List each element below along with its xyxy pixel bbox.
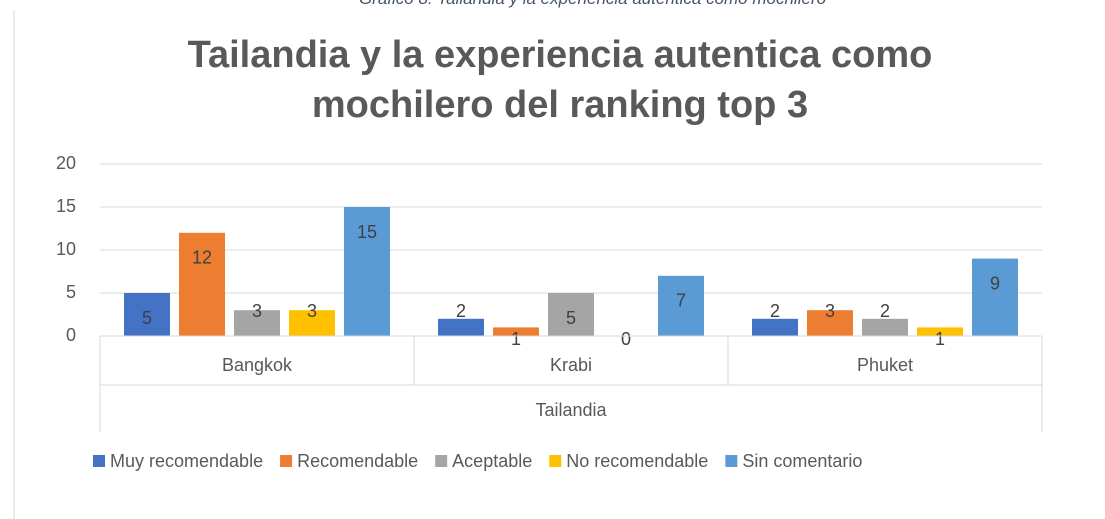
legend-label: No recomendable <box>566 451 708 471</box>
data-label: 0 <box>621 329 631 349</box>
data-label: 5 <box>142 308 152 328</box>
data-label: 1 <box>511 329 521 349</box>
y-tick-label: 15 <box>56 196 76 216</box>
legend-swatch <box>725 455 738 467</box>
bar <box>548 293 594 336</box>
legend-label: Aceptable <box>452 451 532 471</box>
x-tick-label: Bangkok <box>222 355 293 375</box>
x-axis-label: Tailandia <box>535 400 607 420</box>
bar <box>179 232 225 336</box>
data-label: 9 <box>990 273 1000 293</box>
x-tick-label: Krabi <box>550 355 592 375</box>
bar <box>124 293 170 336</box>
data-label: 2 <box>456 301 466 321</box>
bar <box>493 327 539 336</box>
y-tick-label: 0 <box>66 325 76 345</box>
legend-label: Sin comentario <box>742 451 862 471</box>
bar <box>752 318 798 336</box>
legend-swatch <box>93 455 105 467</box>
bar <box>862 318 908 336</box>
legend-swatch <box>549 455 562 467</box>
bar <box>917 327 963 336</box>
bar <box>972 258 1018 336</box>
data-label: 5 <box>566 308 576 328</box>
legend-swatch <box>280 455 293 467</box>
data-label: 2 <box>770 301 780 321</box>
legend-label: Muy recomendable <box>110 451 263 471</box>
legend-swatch <box>435 455 448 467</box>
data-label: 2 <box>880 301 890 321</box>
bar <box>234 310 280 336</box>
data-label: 3 <box>825 301 835 321</box>
x-tick-label: Phuket <box>857 355 913 375</box>
legend-label: Recomendable <box>297 451 418 471</box>
data-label: 15 <box>357 222 377 242</box>
y-tick-label: 5 <box>66 282 76 302</box>
data-label: 3 <box>252 301 262 321</box>
bar <box>658 275 704 336</box>
y-tick-label: 10 <box>56 239 76 259</box>
caption: Gráfico 8: Tailandia y la experiencia au… <box>40 0 1105 9</box>
data-label: 1 <box>935 329 945 349</box>
data-label: 7 <box>676 291 686 311</box>
bar <box>438 318 484 336</box>
data-label: 12 <box>192 248 212 268</box>
bar <box>289 310 335 336</box>
bar <box>344 207 390 336</box>
bar <box>807 310 853 336</box>
chart-title: Tailandia y la experiencia autentica com… <box>187 34 933 126</box>
data-label: 3 <box>307 301 317 321</box>
y-tick-label: 20 <box>56 153 76 173</box>
